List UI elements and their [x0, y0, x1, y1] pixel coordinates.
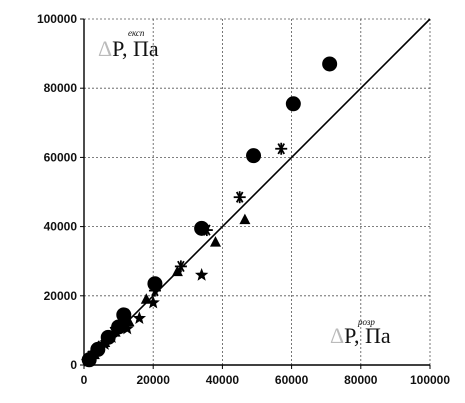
y-tick-label: 60000: [44, 150, 78, 164]
star-point: [194, 268, 209, 281]
fit-line: [83, 18, 431, 366]
svg-text:ΔP, Па: ΔP, Па: [98, 36, 159, 61]
annotation-experimental-suffix: , Па: [122, 36, 159, 61]
y-tick-label: 20000: [44, 289, 78, 303]
y-tick-label: 80000: [44, 81, 78, 95]
y-tick-labels: 0 20000 40000 60000 80000 100000: [37, 12, 77, 372]
annotation-calculated-main: P: [344, 323, 356, 348]
asterisk-point: [275, 142, 288, 155]
x-tick-label: 100000: [410, 373, 450, 387]
star-point: [80, 354, 95, 368]
data-points: [80, 56, 338, 368]
annotation-experimental: ΔP, Па експ: [98, 28, 159, 61]
triangle-point: [239, 213, 251, 225]
star-point: [98, 337, 112, 350]
asterisk-point: [174, 260, 187, 273]
circle-point: [147, 276, 163, 292]
circle-point: [246, 148, 262, 164]
annotation-experimental-sup: експ: [128, 28, 145, 38]
asterisk-point: [233, 191, 246, 204]
x-tick-labels: 0 20000 40000 60000 80000 100000: [81, 373, 451, 387]
x-tick-label: 40000: [206, 373, 240, 387]
circle-point: [322, 56, 338, 72]
y-tick-label: 40000: [44, 220, 78, 234]
x-tick-label: 60000: [275, 373, 309, 387]
annotation-calculated-sup: розр: [357, 317, 375, 327]
annotation-experimental-main: P: [112, 36, 124, 61]
x-tick-label: 20000: [137, 373, 171, 387]
star-point: [87, 345, 102, 359]
svg-text:ΔP, Па: ΔP, Па: [330, 323, 391, 348]
fit-line-group: [83, 18, 431, 366]
star-point: [146, 295, 160, 309]
x-tick-label: 80000: [344, 373, 378, 387]
y-tick-label: 0: [70, 358, 77, 372]
star-point: [120, 321, 134, 335]
annotation-experimental-symbol: Δ: [98, 36, 112, 61]
star-point: [132, 311, 147, 324]
star-point: [105, 330, 119, 343]
y-tick-label: 100000: [37, 12, 77, 26]
asterisk-point: [200, 224, 213, 237]
triangle-point: [209, 236, 221, 247]
asterisk-point: [148, 284, 161, 297]
x-tick-label: 0: [81, 373, 88, 387]
annotation-calculated-symbol: Δ: [330, 323, 344, 348]
annotation-calculated: ΔP, Па розр: [330, 317, 391, 348]
annotation-calculated-suffix: , Па: [354, 323, 391, 348]
circle-point: [285, 96, 301, 112]
axes: [80, 18, 431, 369]
